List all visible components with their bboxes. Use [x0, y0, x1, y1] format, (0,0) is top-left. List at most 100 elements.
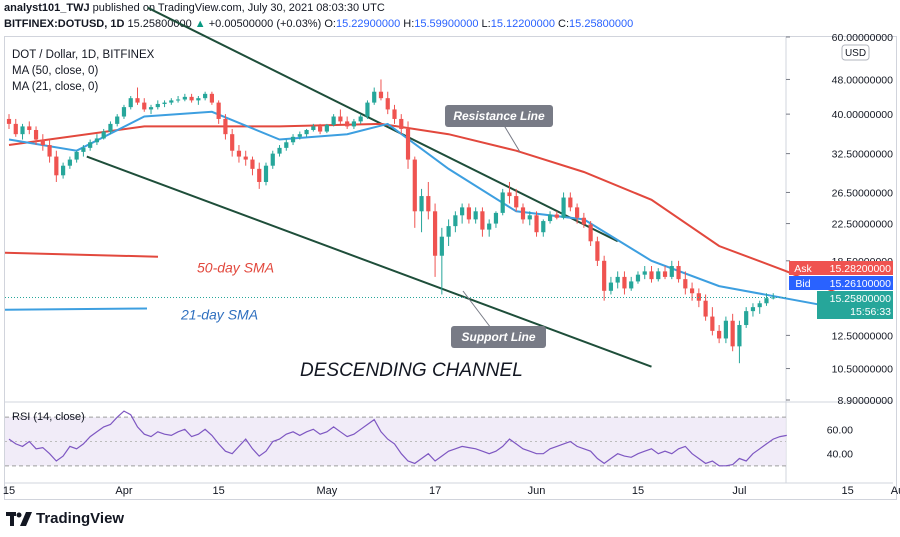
- candle-body: [642, 271, 647, 275]
- sma21-legend-line: [4, 307, 148, 311]
- price-tick-label: 12.50000000: [832, 330, 893, 342]
- open-value: 15.22900000: [335, 18, 401, 30]
- candle-body: [142, 102, 147, 110]
- candle-body: [595, 241, 600, 261]
- candle-body: [439, 236, 444, 256]
- time-axis-label: 15: [842, 485, 854, 497]
- candle-body: [33, 129, 39, 140]
- candle-body: [243, 156, 248, 160]
- candle-body: [27, 126, 32, 130]
- candle-body: [223, 118, 228, 135]
- last-price-tag: [817, 291, 893, 319]
- candle-body: [622, 276, 627, 289]
- candle-body: [527, 215, 532, 220]
- candle-body: [351, 121, 357, 127]
- candle-body: [493, 212, 499, 224]
- channel-label: DESCENDING CHANNEL: [300, 360, 523, 381]
- candle-body: [115, 116, 120, 124]
- candle-body: [40, 139, 45, 146]
- candle-body: [520, 207, 526, 220]
- price-tick-label: 60.00000000: [832, 32, 893, 44]
- candle-body: [730, 320, 735, 347]
- price-tick-label: 32.50000000: [832, 149, 893, 161]
- last-price-value: 15.25800000: [830, 293, 891, 305]
- candle-body: [365, 102, 370, 117]
- ask-tag-value-bg: [817, 261, 893, 275]
- price-tick-label: 10.50000000: [832, 364, 893, 376]
- candle-body: [615, 276, 620, 283]
- candle-body: [345, 121, 350, 127]
- currency-label: USD: [845, 48, 866, 59]
- tradingview-logo[interactable]: TradingView: [6, 510, 124, 527]
- candle-body: [757, 303, 762, 308]
- support-callout-box: [451, 326, 546, 348]
- candle-body: [534, 215, 539, 233]
- bid-tag-value-bg: [817, 276, 893, 290]
- candle-body: [453, 215, 458, 227]
- candle-body: [189, 96, 194, 101]
- candle-body: [541, 221, 546, 233]
- candle-body: [61, 165, 66, 176]
- candle-body: [480, 211, 485, 230]
- candle-body: [487, 223, 492, 230]
- tradingview-icon: [6, 511, 32, 526]
- candle-body: [67, 159, 72, 166]
- candle-body: [689, 288, 695, 294]
- candle-body: [608, 282, 614, 291]
- candle-body: [514, 196, 519, 208]
- candle-body: [547, 214, 553, 222]
- time-axis-label: 17: [429, 485, 441, 497]
- candle-body: [81, 147, 86, 152]
- candle-body: [358, 116, 363, 122]
- ask-tag-value: 15.28200000: [830, 263, 891, 275]
- ma21-line: [8, 110, 848, 311]
- bid-tag-label: Bid: [795, 278, 810, 290]
- price-change: +0.00500000 (+0.03%): [208, 18, 322, 30]
- sma21-label: 21-day SMA: [180, 306, 258, 322]
- candle-body: [250, 159, 255, 169]
- candle-body: [230, 134, 235, 151]
- ask-tag-label-bg: [789, 261, 817, 275]
- candle-body: [378, 91, 384, 99]
- bar-countdown: 15:56:33: [850, 306, 891, 318]
- candle-body: [710, 316, 715, 331]
- symbol-header: BITFINEX:DOTUSD, 1D 15.25800000 ▲ +0.005…: [4, 18, 633, 30]
- time-axis-label: Aug: [891, 485, 900, 497]
- candle-body: [175, 99, 181, 101]
- candle-body: [203, 93, 208, 99]
- candle-body: [277, 147, 282, 154]
- candle-body: [6, 118, 12, 124]
- candle-body: [257, 168, 262, 182]
- up-arrow-icon: ▲: [194, 18, 206, 30]
- rsi-tick-label: 60.00: [827, 424, 853, 436]
- candle-body: [128, 98, 133, 108]
- candle-body: [703, 300, 708, 317]
- candle-body: [290, 136, 296, 143]
- candle-body: [385, 98, 390, 110]
- candle-body: [54, 156, 59, 176]
- candle-body: [575, 207, 580, 218]
- candle-body: [723, 320, 728, 339]
- candle-body: [182, 96, 187, 100]
- candle-body: [20, 126, 25, 135]
- chart-title: DOT / Dollar, 1D, BITFINEX: [12, 49, 155, 61]
- candle-body: [554, 214, 559, 218]
- price-tick-label: 48.00000000: [832, 74, 893, 86]
- chart-frame: [4, 36, 897, 500]
- candle-body: [216, 102, 221, 119]
- publish-info: published on TradingView.com, July 30, 2…: [92, 2, 385, 14]
- candle-body: [473, 211, 478, 220]
- support-callout-label: Support Line: [462, 330, 536, 344]
- open-label: O:: [324, 18, 336, 30]
- symbol-label: BITFINEX:DOTUSD, 1D: [4, 18, 125, 30]
- candle-body: [500, 192, 505, 213]
- rsi-tick-label: 40.00: [827, 449, 853, 461]
- candle-body: [196, 98, 201, 101]
- ma50-line: [8, 122, 848, 299]
- author-name[interactable]: analyst101_TWJ: [4, 2, 90, 14]
- low-value: 15.12200000: [490, 18, 555, 30]
- candle-body: [588, 224, 593, 242]
- currency-badge: [841, 44, 870, 61]
- close-label: C:: [558, 18, 570, 30]
